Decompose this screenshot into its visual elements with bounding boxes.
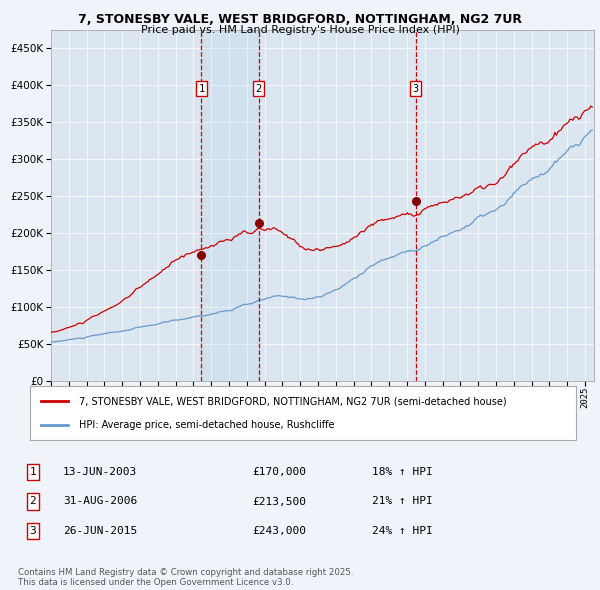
Text: 1: 1 (199, 84, 205, 94)
Text: 2: 2 (29, 497, 37, 506)
Text: 26-JUN-2015: 26-JUN-2015 (63, 526, 137, 536)
Text: Contains HM Land Registry data © Crown copyright and database right 2025.
This d: Contains HM Land Registry data © Crown c… (18, 568, 353, 587)
Text: 13-JUN-2003: 13-JUN-2003 (63, 467, 137, 477)
Text: 7, STONESBY VALE, WEST BRIDGFORD, NOTTINGHAM, NG2 7UR (semi-detached house): 7, STONESBY VALE, WEST BRIDGFORD, NOTTIN… (79, 396, 507, 407)
Bar (202, 30, 259, 381)
Text: £243,000: £243,000 (252, 526, 306, 536)
Text: 3: 3 (29, 526, 37, 536)
Text: £213,500: £213,500 (252, 497, 306, 506)
Text: 21% ↑ HPI: 21% ↑ HPI (372, 497, 433, 506)
Text: HPI: Average price, semi-detached house, Rushcliffe: HPI: Average price, semi-detached house,… (79, 419, 335, 430)
Text: 3: 3 (412, 84, 419, 94)
Text: 7, STONESBY VALE, WEST BRIDGFORD, NOTTINGHAM, NG2 7UR: 7, STONESBY VALE, WEST BRIDGFORD, NOTTIN… (78, 13, 522, 26)
Text: 18% ↑ HPI: 18% ↑ HPI (372, 467, 433, 477)
Text: Price paid vs. HM Land Registry's House Price Index (HPI): Price paid vs. HM Land Registry's House … (140, 25, 460, 35)
Text: 24% ↑ HPI: 24% ↑ HPI (372, 526, 433, 536)
Text: £170,000: £170,000 (252, 467, 306, 477)
Text: 2: 2 (256, 84, 262, 94)
Text: 31-AUG-2006: 31-AUG-2006 (63, 497, 137, 506)
Text: 1: 1 (29, 467, 37, 477)
